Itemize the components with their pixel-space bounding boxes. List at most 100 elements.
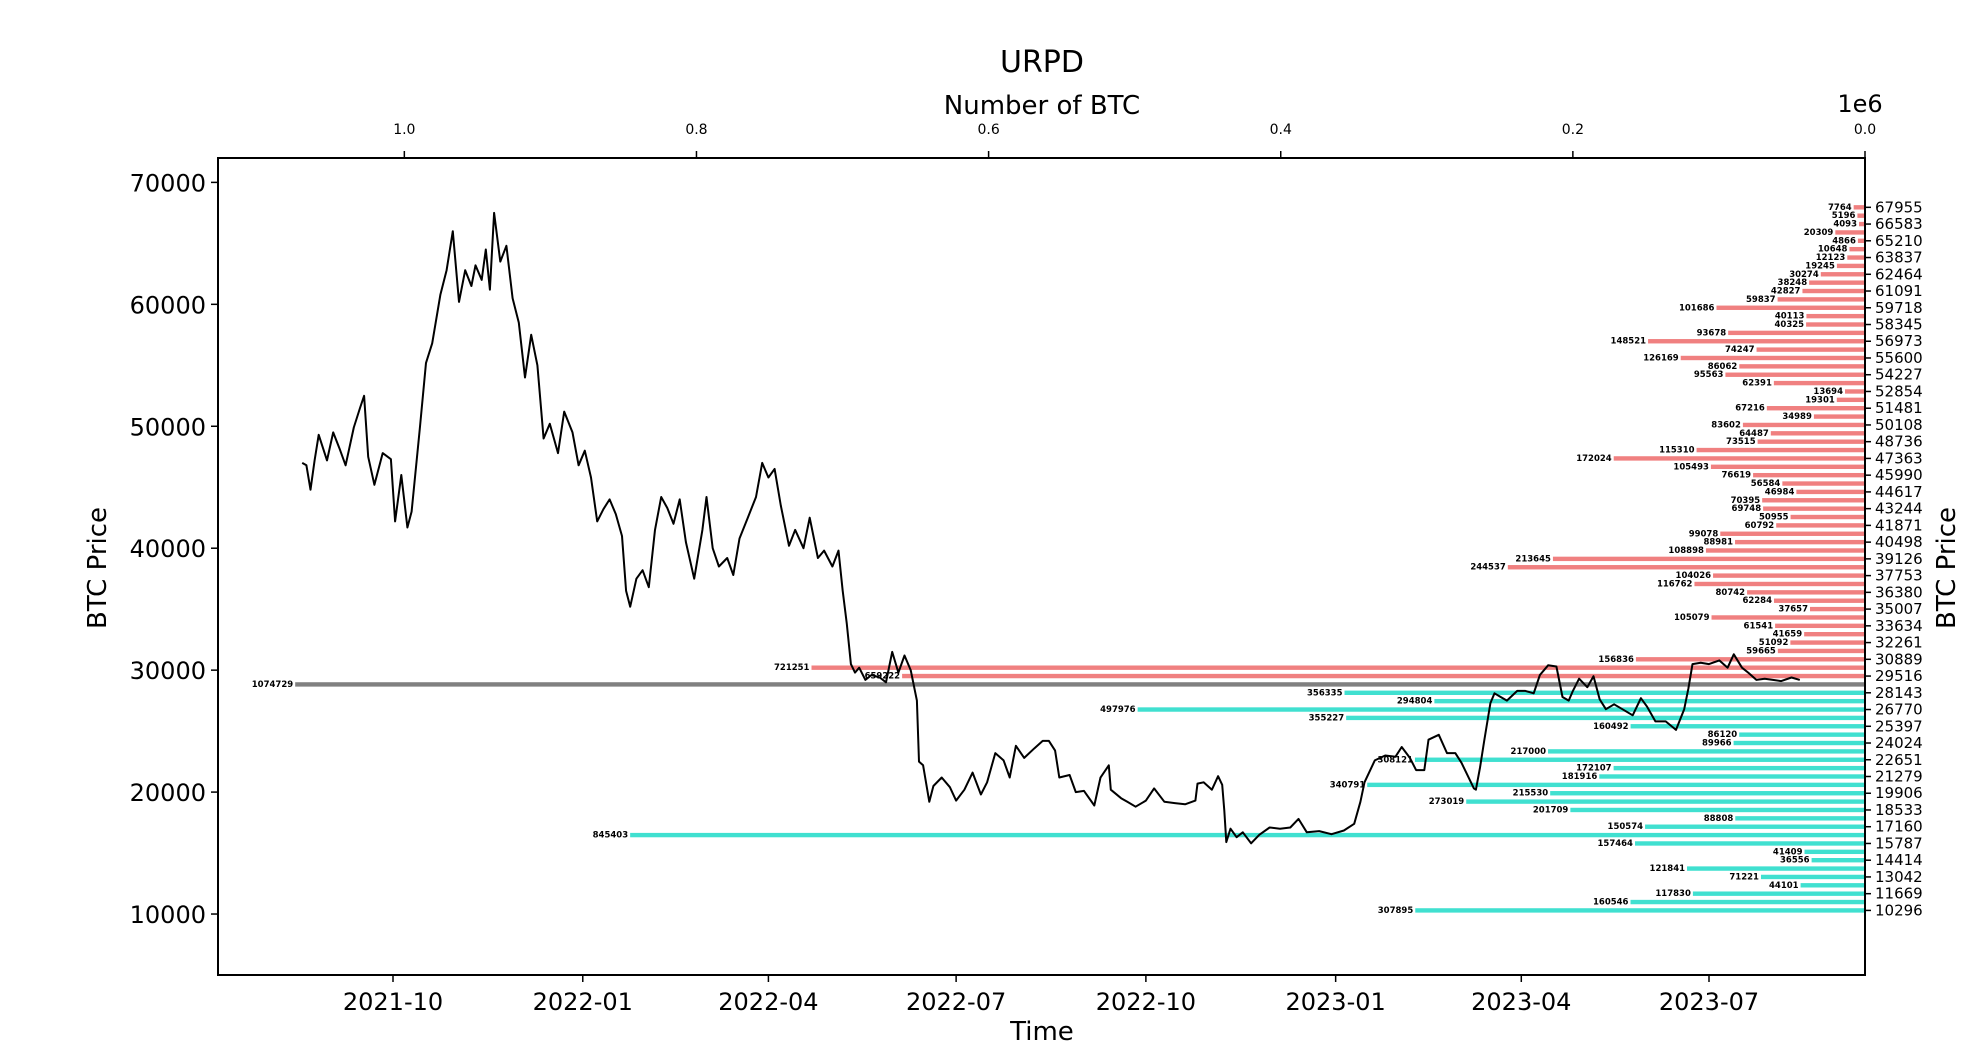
urpd-bar [1680, 355, 1865, 361]
urpd-bar [1813, 414, 1865, 419]
urpd-bar [1774, 598, 1865, 603]
right-tick-label: 61091 [1875, 282, 1923, 300]
urpd-bar [1705, 548, 1865, 553]
right-tick-label: 29516 [1875, 667, 1923, 685]
right-tick-label: 66583 [1875, 215, 1923, 233]
right-tick-label: 41871 [1875, 516, 1923, 534]
urpd-bar [1847, 255, 1865, 260]
urpd-bar [1806, 322, 1865, 327]
urpd-bar-label: 721251 [774, 663, 810, 673]
x-tick-label: 2022-07 [906, 988, 1006, 1016]
urpd-bar [1613, 765, 1865, 771]
urpd-bar-label: 356335 [1307, 688, 1343, 698]
top-x-ticks: 1.0 0.8 0.6 0.4 0.2 0.0 [393, 122, 1876, 158]
top-tick-label: 0.6 [977, 122, 999, 138]
price-series-line [301, 211, 1801, 845]
urpd-bar [1790, 514, 1865, 520]
urpd-bar-label: 40325 [1775, 320, 1805, 330]
urpd-bar [1687, 866, 1865, 871]
urpd-bar-label: 172107 [1576, 764, 1612, 774]
right-tick-label: 36380 [1875, 583, 1923, 601]
urpd-bar-label: 845403 [593, 831, 629, 841]
urpd-bar-label: 217000 [1511, 747, 1547, 757]
urpd-bar [1344, 690, 1865, 695]
right-tick-label: 25397 [1875, 717, 1923, 735]
urpd-bar [1782, 481, 1865, 486]
urpd-bar-label: 104026 [1676, 571, 1712, 581]
urpd-bar-label: 160492 [1593, 722, 1629, 732]
urpd-bar-label: 34989 [1782, 412, 1812, 422]
urpd-bar-label: 19301 [1805, 395, 1835, 405]
urpd-bar [1630, 899, 1865, 905]
right-tick-label: 50108 [1875, 416, 1923, 434]
x-tick-label: 2023-04 [1471, 988, 1571, 1016]
urpd-bar-label: 126169 [1643, 353, 1679, 363]
urpd-bar-label: 4866 [1832, 236, 1856, 246]
top-tick-label: 0.2 [1562, 122, 1584, 138]
urpd-bar [1710, 464, 1865, 470]
urpd-bar-label: 355227 [1309, 713, 1345, 723]
right-tick-label: 65210 [1875, 232, 1923, 250]
top-tick-label: 0.4 [1270, 122, 1292, 138]
urpd-bar-label: 36556 [1780, 856, 1810, 866]
urpd-bar [1802, 288, 1865, 294]
urpd-bar-label: 659222 [865, 672, 901, 682]
urpd-bar-label: 294804 [1397, 697, 1433, 707]
urpd-bar [1645, 824, 1865, 829]
price-line [301, 211, 1801, 845]
urpd-bar [1720, 531, 1865, 536]
urpd-bars [295, 205, 1866, 913]
urpd-bar-label: 80742 [1715, 588, 1745, 598]
urpd-bar [1836, 263, 1865, 269]
y-tick-label: 60000 [130, 291, 206, 319]
x-tick-label: 2021-10 [343, 988, 443, 1016]
urpd-bar [1414, 757, 1865, 762]
urpd-bar [1853, 205, 1865, 210]
right-tick-label: 35007 [1875, 600, 1923, 618]
chart-title: URPD [1000, 45, 1084, 80]
urpd-bar [1773, 380, 1865, 386]
urpd-bar-label: 73515 [1726, 437, 1756, 447]
urpd-bar-label: 30274 [1789, 270, 1819, 280]
urpd-bar-label: 86062 [1708, 362, 1738, 372]
urpd-bar [1548, 749, 1865, 754]
urpd-bar-label: 51092 [1759, 638, 1789, 648]
right-tick-label: 63837 [1875, 249, 1923, 267]
right-tick-label: 15787 [1875, 834, 1923, 852]
urpd-bar [1820, 272, 1865, 277]
urpd-bar [1776, 523, 1865, 528]
urpd-bar [1859, 221, 1865, 227]
right-tick-label: 26770 [1875, 701, 1923, 719]
urpd-bar-label: 172024 [1576, 454, 1612, 464]
right-tick-label: 14414 [1875, 851, 1923, 869]
right-tick-label: 10296 [1875, 901, 1923, 919]
urpd-bar-label: 40113 [1775, 312, 1805, 322]
urpd-bar [295, 682, 1866, 687]
urpd-bar [1809, 606, 1865, 612]
urpd-bar [1630, 724, 1865, 729]
right-tick-label: 18533 [1875, 801, 1923, 819]
urpd-bar [1635, 657, 1865, 662]
urpd-bar [1725, 372, 1865, 377]
right-tick-label: 48736 [1875, 433, 1923, 451]
urpd-bar-label: 62284 [1742, 596, 1772, 606]
urpd-bar-label: 67216 [1735, 404, 1765, 414]
urpd-bar [1735, 816, 1865, 821]
urpd-bar [1766, 406, 1865, 411]
urpd-bar [1415, 908, 1865, 913]
plot-frame [217, 157, 1866, 976]
urpd-bar-label: 61541 [1744, 621, 1774, 631]
y-axis-label: BTC Price [83, 507, 113, 629]
urpd-bar-label: 101686 [1679, 303, 1715, 313]
urpd-bar [1434, 698, 1865, 704]
top-axis-label: Number of BTC [944, 91, 1140, 121]
right-tick-label: 13042 [1875, 868, 1923, 886]
urpd-bar-label: 10648 [1818, 245, 1848, 255]
right-tick-label: 28143 [1875, 684, 1923, 702]
y-tick-label: 10000 [130, 901, 206, 929]
urpd-bar-label: 5196 [1832, 211, 1856, 221]
urpd-bar-label: 99078 [1689, 529, 1719, 539]
urpd-bar [1753, 472, 1865, 478]
urpd-bar-label: 59837 [1746, 295, 1776, 305]
